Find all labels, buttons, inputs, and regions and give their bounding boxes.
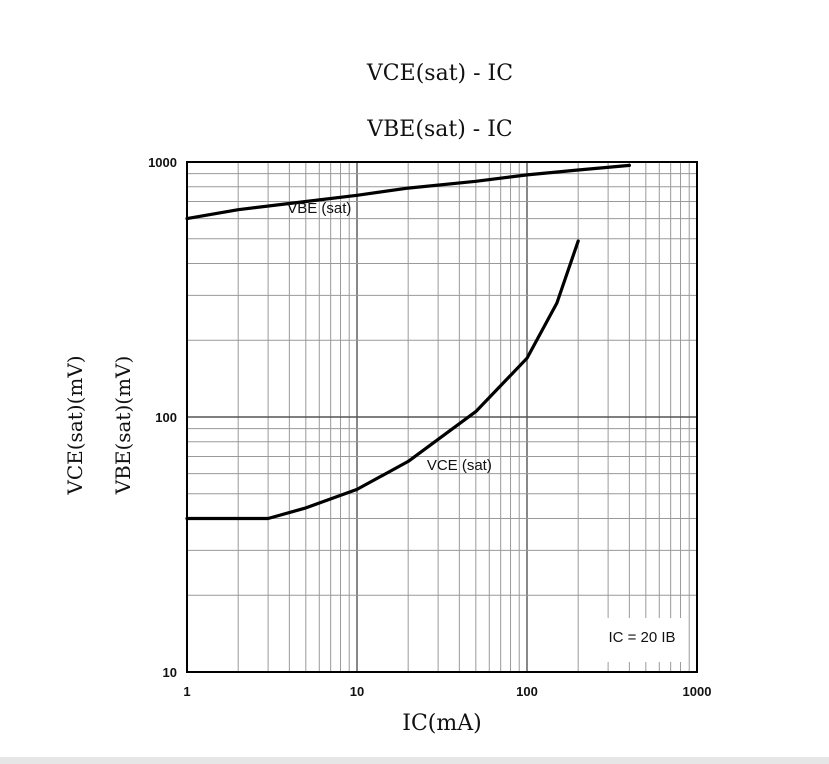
annotation-box (596, 618, 688, 662)
x-tick-label: 10 (350, 684, 364, 699)
tick-labels: 1 10 100 1000 10 100 1000 (148, 155, 711, 699)
plot-frame (186, 161, 698, 673)
chart-title-line-1: VCE(sat) - IC (366, 61, 513, 86)
ic-ib-annotation: IC = 20 IB (608, 629, 675, 646)
bottom-divider (0, 757, 829, 764)
x-tick-label: 100 (516, 684, 538, 699)
y-tick-label: 1000 (148, 155, 177, 170)
grid (186, 161, 698, 673)
y-axis-label-2: VBE(sat)(mV) (111, 356, 135, 496)
series-line-0 (185, 163, 631, 221)
x-tick-label: 1000 (683, 684, 712, 699)
y-tick-label: 100 (155, 410, 177, 425)
series-label-1: VCE (sat) (427, 457, 492, 474)
y-tick-label: 10 (163, 665, 177, 680)
y-axis-label-1: VCE(sat)(mV) (63, 355, 87, 495)
series-labels: VBE (sat) VCE (sat) (287, 200, 492, 474)
chart-title-line-2: VBE(sat) - IC (366, 117, 512, 142)
series-label-0: VBE (sat) (287, 200, 351, 217)
x-axis-label: IC(mA) (402, 711, 481, 736)
series (185, 163, 631, 521)
x-tick-label: 1 (183, 684, 190, 699)
series-line-1 (185, 239, 580, 521)
